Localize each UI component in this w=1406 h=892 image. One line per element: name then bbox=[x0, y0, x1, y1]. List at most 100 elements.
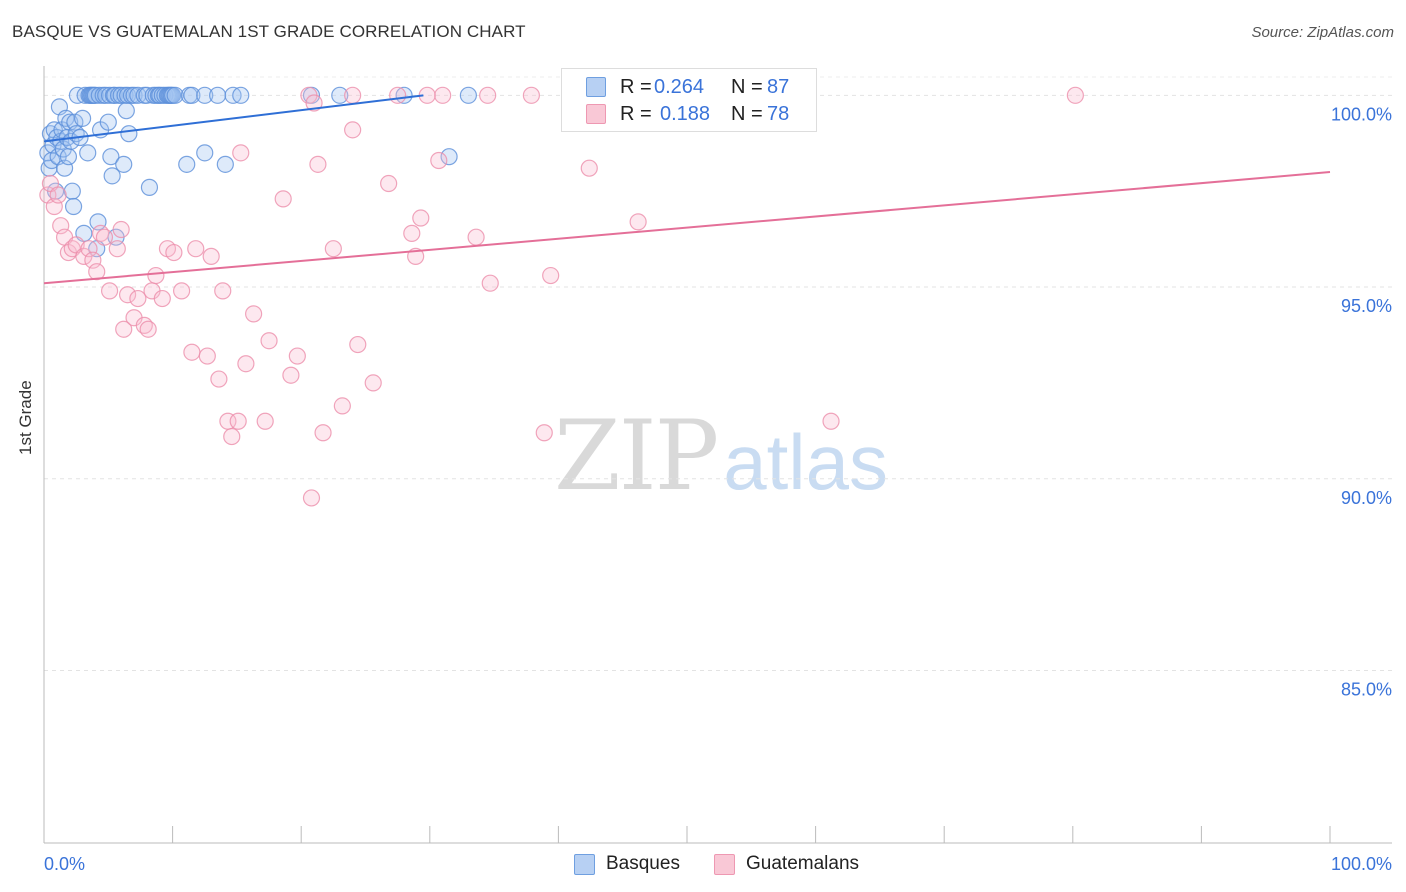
guatemalans-point bbox=[629, 213, 647, 231]
basques-point bbox=[79, 144, 97, 162]
guatemalans-point bbox=[108, 240, 126, 258]
y-tick-label: 95.0% bbox=[1341, 296, 1392, 316]
guatemalans-point bbox=[237, 355, 255, 373]
legend-swatch-basques bbox=[574, 854, 595, 875]
guatemalans-point bbox=[542, 266, 560, 285]
basques-point bbox=[209, 86, 227, 104]
basques-point bbox=[196, 86, 214, 104]
guatemalans-point bbox=[100, 282, 119, 300]
basques-point bbox=[140, 178, 159, 196]
guatemalans-point bbox=[256, 412, 274, 430]
basques-point bbox=[216, 155, 234, 173]
basques-point bbox=[331, 86, 349, 104]
guatemalans-point bbox=[88, 263, 106, 281]
guatemalans-point bbox=[380, 174, 398, 193]
guatemalans-point bbox=[129, 289, 147, 308]
guatemalans-point bbox=[49, 186, 67, 204]
legend-r-label: R = bbox=[620, 103, 652, 125]
basques-point bbox=[59, 148, 78, 166]
legend-r-value: 0.264 bbox=[654, 76, 705, 98]
basques-point bbox=[117, 102, 135, 120]
guatemalans-point bbox=[535, 424, 553, 442]
legend-label-basques: Basques bbox=[606, 853, 680, 874]
guatemalans-point bbox=[522, 86, 540, 104]
guatemalans-point bbox=[349, 335, 367, 354]
guatemalans-point bbox=[187, 240, 205, 258]
basques-point bbox=[459, 86, 477, 104]
guatemalans-point bbox=[364, 374, 382, 392]
guatemalans-point bbox=[202, 247, 220, 265]
guatemalans-point bbox=[344, 86, 362, 104]
guatemalans-point bbox=[324, 240, 342, 258]
basques-point bbox=[103, 167, 121, 185]
guatemalans-point bbox=[232, 144, 250, 162]
guatemalans-point bbox=[282, 366, 300, 384]
guatemalans-point bbox=[118, 286, 137, 304]
guatemalans-point bbox=[112, 220, 130, 239]
basques-point bbox=[395, 86, 413, 104]
guatemalans-point bbox=[412, 209, 430, 227]
correlation-legend: R = 0.264 N = 87 R = 0.188 N = 78 bbox=[561, 68, 817, 132]
basques-point bbox=[166, 86, 184, 104]
guatemalans-point bbox=[223, 427, 241, 446]
chart-title: BASQUE VS GUATEMALAN 1ST GRADE CORRELATI… bbox=[12, 22, 526, 41]
legend-r-value: 0.188 bbox=[660, 103, 711, 125]
basques-point bbox=[64, 197, 83, 216]
guatemalans-point bbox=[1066, 86, 1084, 104]
y-tick-label: 90.0% bbox=[1341, 488, 1392, 508]
guatemalans-point bbox=[344, 121, 362, 139]
legend-swatch-guatemalans bbox=[586, 104, 606, 124]
guatemalans-point bbox=[479, 86, 497, 104]
guatemalans-point bbox=[288, 347, 306, 365]
chart-source: Source: ZipAtlas.com bbox=[1251, 24, 1394, 41]
basques-point bbox=[232, 86, 250, 104]
guatemalans-point bbox=[389, 86, 407, 104]
guatemalans-point bbox=[305, 94, 323, 112]
x-tick-label: 100.0% bbox=[1331, 854, 1392, 874]
y-tick-label: 100.0% bbox=[1331, 104, 1392, 124]
basques-point bbox=[99, 113, 117, 131]
basques-trend-line bbox=[43, 94, 424, 143]
guatemalans-point bbox=[153, 289, 171, 308]
guatemalans-point bbox=[115, 320, 133, 338]
guatemalans-point bbox=[210, 370, 228, 388]
guatemalans-point bbox=[165, 243, 183, 262]
basques-point bbox=[120, 125, 138, 143]
guatemalans-point bbox=[434, 86, 452, 104]
legend-n-label: N = bbox=[731, 103, 763, 125]
guatemalans-point bbox=[260, 332, 278, 350]
legend-label-guatemalans: Guatemalans bbox=[746, 853, 860, 874]
y-axis-label: 1st Grade bbox=[16, 380, 35, 455]
guatemalans-point bbox=[430, 151, 448, 170]
y-tick-label: 85.0% bbox=[1341, 679, 1392, 699]
legend-r-label: R = bbox=[620, 76, 652, 98]
guatemalans-point bbox=[198, 347, 216, 365]
series-legend: Basques Guatemalans bbox=[0, 851, 1406, 879]
guatemalans-point bbox=[309, 155, 327, 173]
legend-n-value: 78 bbox=[767, 103, 790, 125]
guatemalans-point bbox=[245, 305, 263, 323]
legend-swatch-basques bbox=[586, 77, 606, 97]
legend-swatch-guatemalans bbox=[714, 854, 735, 875]
legend-n-label: N = bbox=[731, 76, 763, 98]
guatemalans-point bbox=[229, 412, 247, 430]
guatemalans-point bbox=[333, 397, 351, 415]
guatemalans-point bbox=[302, 489, 321, 507]
guatemalans-point bbox=[214, 282, 232, 300]
guatemalans-point bbox=[481, 274, 499, 292]
guatemalans-point bbox=[183, 343, 201, 361]
guatemalans-point bbox=[822, 412, 840, 430]
basques-point bbox=[73, 109, 92, 127]
guatemalans-point bbox=[147, 266, 165, 285]
guatemalans-point bbox=[403, 224, 421, 242]
guatemalans-trend-line bbox=[43, 171, 1331, 285]
guatemalans-point bbox=[173, 282, 191, 300]
guatemalans-point bbox=[314, 424, 332, 442]
guatemalans-point bbox=[274, 190, 292, 208]
basques-point bbox=[183, 86, 201, 104]
basques-point bbox=[178, 155, 196, 173]
basques-point bbox=[115, 155, 133, 173]
guatemalans-point bbox=[139, 320, 157, 338]
guatemalans-point bbox=[580, 159, 598, 177]
